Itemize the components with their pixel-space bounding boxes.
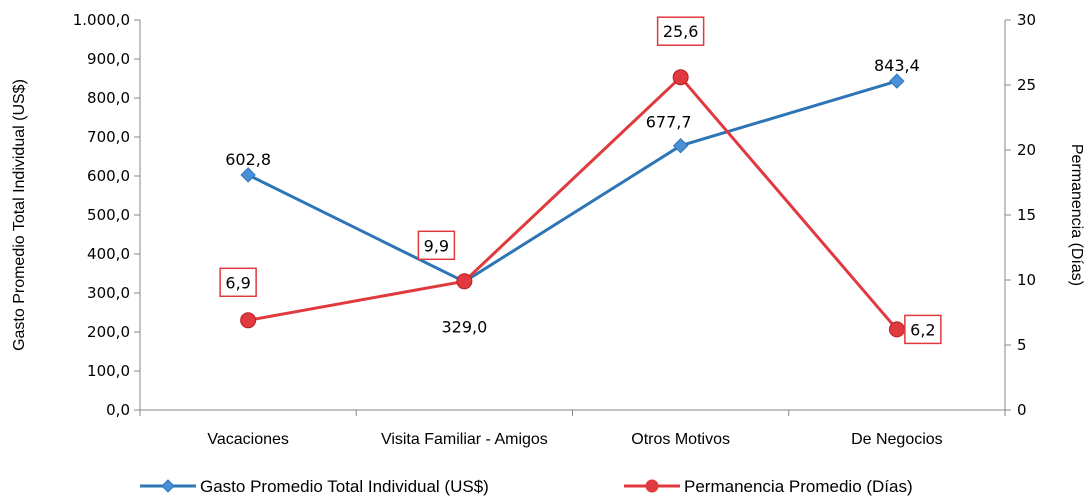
left-tick-label: 200,0 <box>87 323 130 341</box>
legend-label-gasto: Gasto Promedio Total Individual (US$) <box>200 477 489 496</box>
right-tick-label: 20 <box>1017 141 1036 159</box>
x-tick-label: Visita Familiar - Amigos <box>381 431 548 448</box>
data-label: 9,9 <box>424 236 449 255</box>
y-axis-right-title: Permanencia (Días) <box>1068 144 1085 286</box>
point-marker-diamond <box>240 167 256 183</box>
legend-marker-permanencia-icon <box>645 479 659 493</box>
left-tick-label: 800,0 <box>87 89 130 107</box>
point-marker-circle <box>672 69 689 86</box>
y-axis-left-title: Gasto Promedio Total Individual (US$) <box>11 79 28 351</box>
right-tick-label: 0 <box>1017 401 1027 419</box>
right-tick-label: 30 <box>1017 11 1036 29</box>
x-axis-ticks: Vacaciones Visita Familiar - Amigos Otros … <box>139 410 1006 448</box>
x-tick-label: Otros Motivos <box>631 431 730 448</box>
left-tick-label: 700,0 <box>87 128 130 146</box>
point-marker-circle <box>240 312 257 329</box>
x-tick-label: Vacaciones <box>207 431 289 448</box>
point-marker-diamond <box>672 137 689 154</box>
right-tick-label: 10 <box>1017 271 1036 289</box>
legend: Gasto Promedio Total Individual (US$) Pe… <box>140 477 913 496</box>
data-label: 843,4 <box>874 56 920 75</box>
series-line-0 <box>247 79 898 284</box>
point-marker-circle <box>456 273 473 290</box>
data-label: 677,7 <box>646 113 692 132</box>
left-axis-ticks: 0,0 100,0 200,0 300,0 400,0 500,0 600,0 700,0 80… <box>73 11 140 419</box>
left-tick-label: 100,0 <box>87 362 130 380</box>
point-marker-diamond <box>889 73 905 89</box>
data-label: 25,6 <box>663 22 699 41</box>
right-tick-label: 15 <box>1017 206 1036 224</box>
left-tick-label: 400,0 <box>87 245 130 263</box>
data-label: 602,8 <box>225 150 271 169</box>
left-tick-label: 1.000,0 <box>73 11 130 29</box>
data-label: 6,9 <box>225 273 250 292</box>
left-tick-label: 900,0 <box>87 50 130 68</box>
point-marker-circle <box>888 321 905 338</box>
series-line-1 <box>247 75 899 331</box>
legend-label-permanencia: Permanencia Promedio (Días) <box>684 477 913 496</box>
data-label-box <box>904 314 942 345</box>
series-layer: 602,8 329,0 677,7 843,4 6,9 9,9 25,6 6,2 <box>219 16 942 345</box>
data-label-box <box>656 16 705 46</box>
right-axis-ticks: 0 5 10 15 20 25 30 <box>1005 11 1036 419</box>
data-label: 6,2 <box>910 320 935 339</box>
legend-marker-gasto-icon <box>161 479 175 493</box>
x-tick-label: De Negocios <box>851 431 943 448</box>
data-label: 329,0 <box>441 318 487 337</box>
data-label-box <box>417 230 456 261</box>
left-tick-label: 0,0 <box>106 401 130 419</box>
right-tick-label: 25 <box>1017 76 1036 94</box>
left-tick-label: 600,0 <box>87 167 130 185</box>
left-tick-label: 300,0 <box>87 284 130 302</box>
left-tick-label: 500,0 <box>87 206 130 224</box>
data-label-box <box>219 267 257 298</box>
right-tick-label: 5 <box>1017 336 1027 354</box>
